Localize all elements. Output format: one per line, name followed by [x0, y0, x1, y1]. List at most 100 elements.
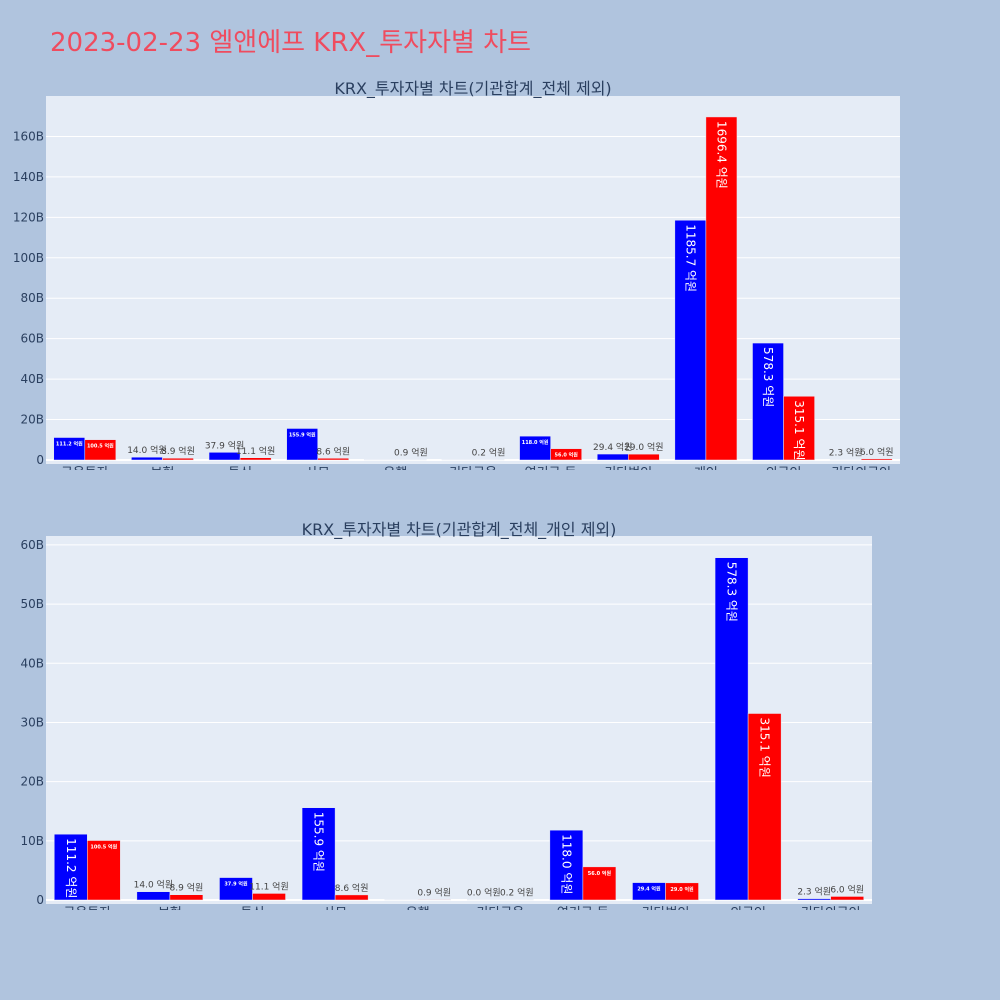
data-label: 0.2 억원: [472, 447, 506, 459]
x-tick-label: 투신: [241, 906, 265, 910]
data-label: 111.2 억원: [56, 441, 83, 448]
data-label: 315.1 억원: [758, 718, 772, 778]
bar: [628, 453, 660, 461]
data-label: 0.9 억원: [394, 447, 428, 459]
x-tick-label: 외국인: [766, 466, 802, 470]
bar: [500, 899, 534, 901]
bar: [829, 459, 862, 461]
bar: [550, 448, 582, 461]
bar: [208, 452, 241, 461]
bar: [441, 459, 474, 461]
bar: [519, 435, 551, 461]
bar: [797, 898, 831, 901]
page-title: 2023-02-23 엘앤에프 KRX_투자자별 차트: [50, 28, 532, 58]
bar: [395, 459, 427, 461]
y-tick-label: 120B: [13, 210, 44, 224]
data-label: 11.1 억원: [249, 880, 288, 892]
y-tick-label: 0: [36, 893, 44, 907]
data-label: 155.9 억원: [312, 812, 326, 872]
y-tick-label: 40B: [20, 372, 44, 386]
x-tick-label: 금융투자: [61, 466, 109, 470]
data-label: 29.0 억원: [670, 886, 694, 893]
data-label: 0.9 억원: [417, 886, 451, 898]
x-tick-label: 은행: [406, 905, 430, 910]
y-tick-label: 30B: [20, 715, 44, 729]
chart-top: KRX_투자자별 차트(기관합계_전체 제외) 0 20B 40B 60B 80B 100B…: [13, 79, 900, 470]
chart-title: KRX_투자자별 차트(기관합계_전체_개인 제외): [302, 520, 617, 540]
y-tick-label: 60B: [20, 332, 44, 346]
data-label: 578.3 억원: [725, 562, 739, 622]
bar: [286, 428, 318, 461]
bar: [252, 893, 286, 901]
y-tick-label: 10B: [20, 834, 44, 848]
x-tick-label: 기타법인: [642, 906, 690, 910]
bar: [169, 894, 204, 901]
x-tick-label: 사모: [323, 906, 347, 910]
bar: [830, 896, 864, 901]
bar: [417, 899, 451, 901]
bar: [714, 557, 749, 901]
data-label: 315.1 억원: [792, 400, 806, 460]
x-tick-label: 개인: [694, 466, 718, 470]
bar: [239, 457, 272, 461]
y-tick-label: 140B: [13, 170, 44, 184]
x-tick-label: 은행: [383, 465, 407, 470]
x-tick-label: 기타금융: [476, 906, 524, 910]
data-label: 14.0 억원: [127, 444, 166, 456]
bar: [54, 833, 88, 901]
data-label: 100.5 억원: [87, 443, 114, 450]
data-label: 56.0 억원: [555, 452, 579, 459]
y-tick-label: 20B: [20, 775, 44, 789]
data-label: 8.9 억원: [170, 882, 204, 894]
x-tick-label: 투신: [228, 466, 252, 470]
data-label: 29.0 억원: [624, 441, 663, 453]
x-tick-label: 보험: [158, 906, 182, 910]
bar: [334, 894, 369, 901]
data-label: 155.9 억원: [289, 431, 316, 438]
y-tick-label: 40B: [20, 656, 44, 670]
data-label: 118.0 억원: [559, 834, 573, 894]
bar: [705, 116, 738, 461]
y-tick-label: 50B: [20, 597, 44, 611]
bar: [317, 458, 350, 461]
bar: [87, 840, 121, 901]
data-label: 6.0 억원: [830, 883, 864, 895]
bar: [472, 459, 505, 461]
bar: [301, 807, 336, 901]
bar: [467, 899, 501, 901]
data-label: 0.0 억원: [467, 887, 501, 899]
data-label: 14.0 억원: [134, 879, 173, 891]
data-label: 56.0 억원: [588, 870, 612, 877]
bar: [860, 458, 893, 461]
data-label: 8.6 억원: [316, 445, 350, 457]
data-label: 8.9 억원: [161, 445, 195, 457]
bar: [364, 459, 396, 461]
data-label: 111.2 억원: [64, 838, 78, 898]
x-tick-label: 사모: [306, 466, 330, 470]
chart-bottom: KRX_투자자별 차트(기관합계_전체_개인 제외) 0 10B 20B 30B 40B 5…: [20, 520, 872, 910]
data-label: 118.0 억원: [522, 439, 549, 446]
data-label: 1696.4 억원: [714, 121, 728, 189]
y-tick-label: 100B: [13, 251, 44, 265]
bar: [136, 891, 171, 901]
data-label: 6.0 억원: [860, 446, 894, 458]
bar: [665, 882, 699, 901]
x-tick-label: 기타법인: [604, 466, 652, 470]
bar: [747, 713, 782, 901]
x-tick-label: 외국인: [730, 906, 766, 910]
data-label: 2.3 억원: [829, 447, 863, 459]
x-tick-label: 연기금 등: [525, 466, 577, 470]
bar: [549, 829, 584, 901]
chart-title: KRX_투자자별 차트(기관합계_전체 제외): [334, 79, 611, 99]
data-label: 11.1 억원: [236, 445, 275, 457]
data-label: 37.9 억원: [224, 881, 248, 888]
bar: [162, 457, 194, 461]
bar: [384, 899, 418, 901]
y-tick-label: 80B: [20, 291, 44, 305]
bar: [131, 456, 163, 461]
y-tick-label: 20B: [20, 413, 44, 427]
y-tick-label: 160B: [13, 129, 44, 143]
y-tick-label: 0: [36, 453, 44, 467]
x-tick-label: 기타외국인: [801, 906, 861, 910]
bar: [84, 439, 117, 461]
